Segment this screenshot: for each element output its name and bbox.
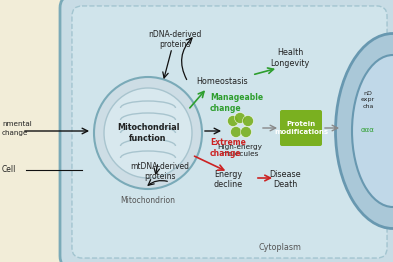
Text: Manageable
change: Manageable change	[210, 93, 263, 113]
Circle shape	[231, 127, 242, 138]
Ellipse shape	[94, 77, 202, 189]
Circle shape	[242, 116, 253, 127]
Text: change: change	[2, 130, 29, 136]
Circle shape	[235, 112, 246, 123]
Text: Health
Longevity: Health Longevity	[270, 48, 310, 68]
Text: Homeostasis: Homeostasis	[196, 78, 248, 86]
Text: Energy
decline: Energy decline	[213, 170, 242, 189]
FancyBboxPatch shape	[72, 6, 387, 258]
Text: nDNA-derived
proteins: nDNA-derived proteins	[148, 30, 202, 50]
Text: Cell: Cell	[2, 166, 17, 174]
Text: nD
expr
cha: nD expr cha	[361, 91, 375, 109]
Bar	[0, 0, 78, 262]
Ellipse shape	[336, 34, 393, 228]
Text: Mitochondrion: Mitochondrion	[121, 196, 176, 205]
Text: nmental: nmental	[2, 121, 32, 127]
Ellipse shape	[104, 88, 192, 178]
Circle shape	[241, 127, 252, 138]
Circle shape	[228, 116, 239, 127]
Text: Extreme
change: Extreme change	[210, 138, 246, 158]
Ellipse shape	[352, 55, 393, 207]
FancyBboxPatch shape	[280, 110, 322, 146]
Text: Disease
Death: Disease Death	[269, 170, 301, 189]
FancyBboxPatch shape	[60, 0, 393, 262]
Text: Cytoplasm: Cytoplasm	[259, 243, 301, 252]
Text: High-energy
molecules: High-energy molecules	[217, 144, 263, 157]
Text: Protein
modifications: Protein modifications	[274, 122, 328, 134]
Text: mtDNA-derived
proteins: mtDNA-derived proteins	[130, 162, 189, 181]
Text: Mitochondrial
function: Mitochondrial function	[117, 123, 179, 143]
Text: ααα: ααα	[361, 127, 375, 133]
